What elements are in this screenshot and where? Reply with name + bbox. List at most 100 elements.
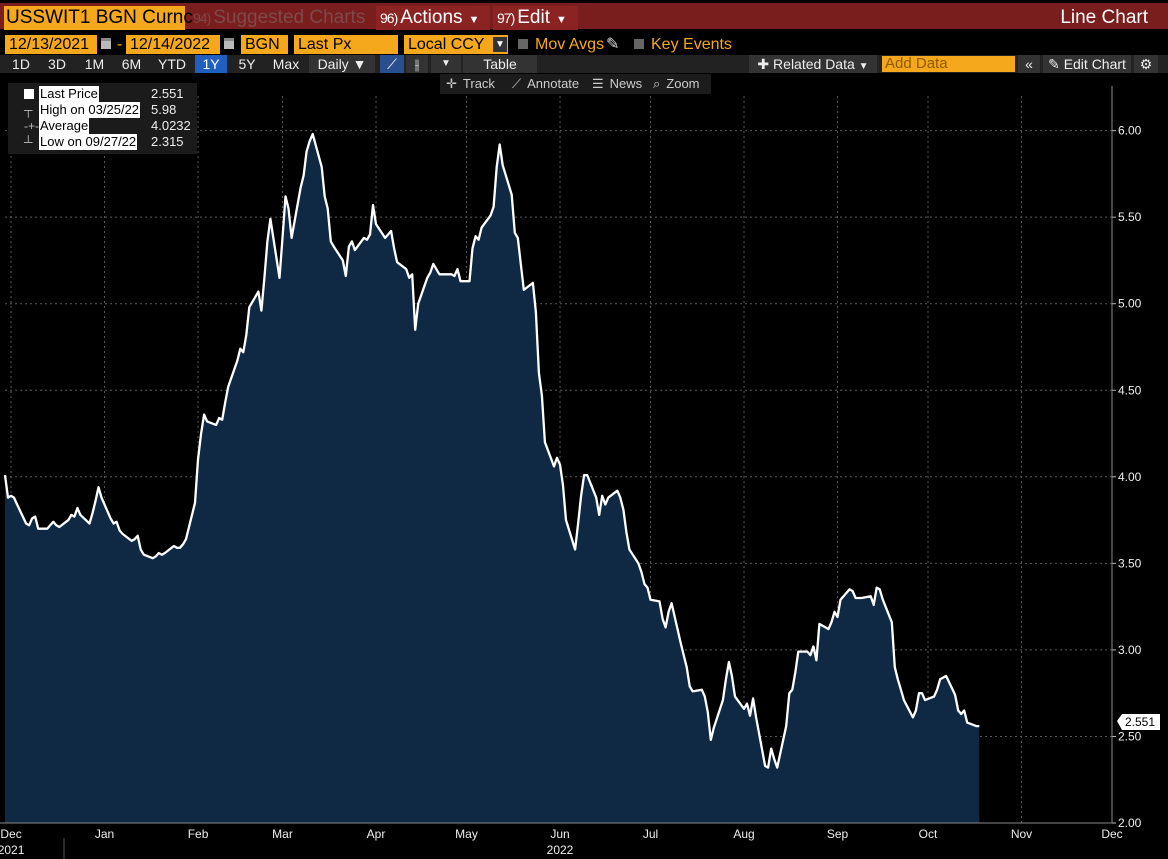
frequency-label: Daily [317, 56, 349, 72]
mov-avgs-label: Mov Avgs [535, 36, 605, 53]
x-tick-label: Oct [919, 827, 938, 841]
actions-menu-button[interactable]: 96) Actions ▼ [376, 6, 490, 30]
chevron-down-icon: ▼ [858, 61, 869, 72]
last-price-marker-label: 2.551 [1125, 715, 1155, 729]
y-tick-label: 2.50 [1118, 729, 1142, 743]
last-price-marker: 2.551 [1117, 714, 1160, 730]
range-max-button[interactable]: Max [272, 56, 300, 72]
edit-chart-button[interactable]: ✎ Edit Chart [1043, 55, 1131, 73]
range-toolbar: 1D 3D 1M 6M YTD 1Y 5Y Max Daily ▼ ⟋ ⫲ ▼ … [0, 55, 1168, 73]
suggested-charts-label: Suggested Charts [213, 7, 366, 28]
range-1d-button[interactable]: 1D [12, 56, 30, 72]
average-marker-icon: -+- [24, 119, 39, 133]
news-label: News [609, 76, 643, 91]
high-marker-icon: ┬ [24, 103, 33, 117]
x-tick-label: Aug [733, 827, 754, 841]
range-1y-button[interactable]: 1Y [195, 55, 227, 73]
add-data-input[interactable]: Add Data [882, 56, 1015, 72]
x-tick-label: Jan [95, 827, 114, 841]
range-5y-button[interactable]: 5Y [238, 56, 256, 72]
candlestick-icon[interactable]: ⫲ [406, 55, 428, 73]
calendar-icon[interactable] [224, 38, 234, 49]
price-line [3, 132, 980, 769]
chevron-down-icon[interactable]: ▼ [431, 55, 461, 73]
date-range-dash: - [117, 36, 123, 53]
chart-type-title: Line Chart [1060, 7, 1148, 28]
legend-high: ┬ High on 03/25/22 5.98 [8, 102, 197, 118]
y-tick-label: 4.00 [1118, 470, 1142, 484]
zoom-label: Zoom [666, 76, 700, 91]
x-tick-label: Dec [0, 827, 21, 841]
gear-icon[interactable]: ⚙ [1134, 55, 1158, 73]
x-tick-label: Dec [1101, 827, 1122, 841]
y-tick-label: 5.00 [1118, 297, 1142, 311]
actions-number: 96) [380, 10, 398, 26]
annotate-icon: ⟋ [512, 76, 522, 91]
legend: Last Price 2.551 ┬ High on 03/25/22 5.98… [8, 83, 197, 154]
track-label: Track [462, 76, 495, 91]
legend-avg-label: Average [39, 118, 90, 134]
ticker-field[interactable]: USSWIT1 BGN Curnc [4, 6, 193, 30]
range-ytd-button[interactable]: YTD [158, 56, 186, 72]
collapse-icon[interactable]: « [1018, 55, 1040, 73]
pencil-icon[interactable]: ✎ [606, 36, 620, 53]
legend-last-label: Last Price [39, 86, 99, 102]
settings-row: 12/13/2021 - 12/14/2022 BGN Last Px Loca… [0, 35, 1168, 55]
annotate-button[interactable]: ⟋ Annotate [508, 74, 588, 94]
table-button[interactable]: Table [463, 55, 537, 73]
x-tick-label: Apr [367, 827, 386, 841]
suggested-charts-number: 94) [193, 10, 211, 26]
related-data-label: Related Data [773, 56, 855, 72]
legend-low-label: Low on 09/27/22 [39, 134, 138, 150]
x-tick-label: May [455, 827, 478, 841]
legend-high-value: 5.98 [151, 102, 177, 117]
range-6m-button[interactable]: 6M [121, 56, 142, 72]
zoom-button[interactable]: ⌕ Zoom [649, 74, 711, 94]
x-tick-label: Jul [643, 827, 658, 841]
pencil-icon: ✎ [1048, 56, 1060, 72]
search-icon: ⌕ [653, 76, 661, 91]
related-data-button[interactable]: ✚ Related Data ▼ [749, 55, 877, 73]
suggested-charts-button[interactable]: 94) Suggested Charts [190, 6, 373, 30]
edit-menu-button[interactable]: 97) Edit ▼ [493, 6, 578, 30]
chevron-down-icon: ▼ [555, 14, 567, 26]
market-field-select[interactable]: Last Px [294, 35, 398, 54]
y-tick-label: 6.00 [1118, 124, 1142, 138]
key-events-label: Key Events [651, 36, 732, 53]
legend-last-price[interactable]: Last Price 2.551 [8, 86, 197, 102]
annotate-label: Annotate [527, 76, 580, 91]
edit-chart-label: Edit Chart [1063, 56, 1126, 72]
low-marker-icon: ┴ [24, 135, 33, 149]
range-3d-button[interactable]: 3D [48, 56, 66, 72]
calendar-icon[interactable] [101, 38, 111, 49]
range-1m-button[interactable]: 1M [84, 56, 105, 72]
frequency-select[interactable]: Daily ▼ [309, 55, 375, 73]
start-date-field[interactable]: 12/13/2021 [5, 35, 97, 54]
line-chart-icon[interactable]: ⟋ [380, 55, 404, 73]
title-bar: USSWIT1 BGN Curnc 94) Suggested Charts 96… [0, 3, 1168, 30]
y-tick-label: 3.00 [1118, 643, 1142, 657]
pricing-source-field[interactable]: BGN [241, 35, 288, 54]
chevron-down-icon[interactable]: ▼ [493, 37, 507, 52]
legend-average: -+- Average 4.0232 [8, 118, 197, 134]
price-area-fill [5, 134, 980, 824]
y-tick-label: 4.50 [1118, 383, 1142, 397]
chart-axes: 2.00 2.50 3.00 3.50 4.00 4.50 5.00 5.50 6.00 Dec J… [0, 86, 1142, 857]
x-tick-label: Sep [827, 827, 849, 841]
track-button[interactable]: ✛ Track [440, 74, 508, 94]
key-events-checkbox[interactable] [634, 39, 644, 49]
x-tick-label: Mar [272, 827, 293, 841]
plus-icon: ✚ [757, 56, 770, 72]
y-tick-label: 5.50 [1118, 210, 1142, 224]
end-date-field[interactable]: 12/14/2022 [126, 35, 220, 54]
legend-last-value: 2.551 [151, 86, 184, 101]
y-tick-label: 3.50 [1118, 556, 1142, 570]
mov-avgs-checkbox[interactable] [518, 39, 528, 49]
currency-select[interactable]: Local CCY [404, 35, 508, 54]
legend-avg-value: 4.0232 [151, 118, 191, 133]
y-tick-label: 2.00 [1118, 816, 1142, 830]
x-tick-label: Jun [550, 827, 569, 841]
news-button[interactable]: ☰ News [588, 74, 649, 94]
legend-low-value: 2.315 [151, 134, 184, 149]
